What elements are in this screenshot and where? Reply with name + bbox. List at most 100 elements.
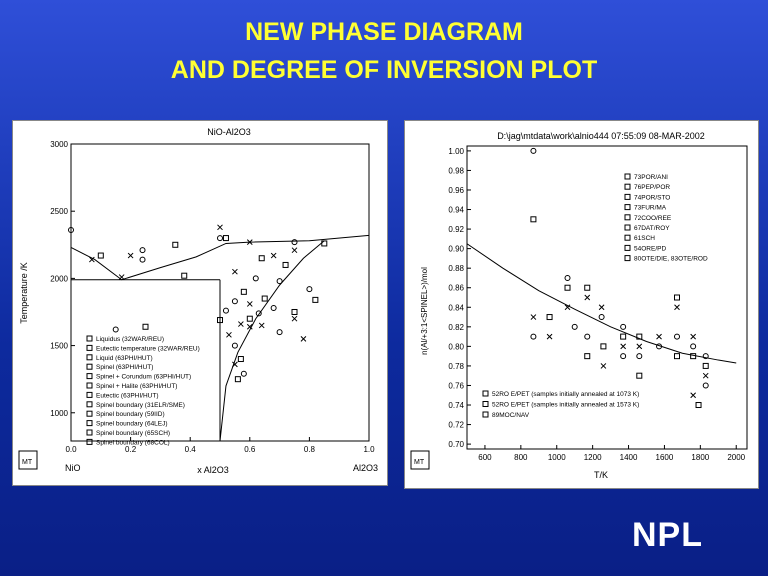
slide-title-line2: AND DEGREE OF INVERSION PLOT <box>170 56 598 84</box>
data-point <box>695 402 702 409</box>
inversion-plot-panel: D:\jag\mtdata\work\alnio444 07:55:09 08-… <box>404 120 759 489</box>
y-tick-label: 0.90 <box>448 245 464 254</box>
y-tick-label: 3000 <box>50 140 68 149</box>
y-tick-label: 0.86 <box>448 284 464 293</box>
legend-marker-icon <box>482 401 489 407</box>
data-point <box>238 321 244 327</box>
legend-marker-icon <box>86 344 93 351</box>
data-point <box>546 314 553 321</box>
legend-entry: 89MOC/NAV <box>492 412 530 419</box>
data-point <box>89 256 95 263</box>
data-point <box>291 247 298 254</box>
data-point <box>636 333 643 340</box>
data-point <box>312 296 319 303</box>
data-point <box>258 322 265 329</box>
data-point <box>564 304 571 311</box>
phase-diagram-panel: NiO-Al2O3 Temperature /K x Al2O3 NiO Al2… <box>12 120 388 486</box>
data-point <box>291 239 298 246</box>
data-point <box>702 353 709 360</box>
data-point <box>139 256 146 263</box>
legend-marker-icon <box>624 173 631 180</box>
data-point <box>636 353 643 360</box>
data-point <box>68 227 74 234</box>
data-point <box>584 284 591 291</box>
legend-marker-icon <box>86 438 93 445</box>
data-point <box>690 343 697 350</box>
y-tick-label: 0.82 <box>448 323 464 332</box>
legend-entry: 67DAT/ROY <box>634 225 670 232</box>
data-point <box>598 304 605 311</box>
legend-entry: 74POR/STO <box>634 194 670 201</box>
y-tick-label: 0.72 <box>448 421 464 430</box>
x-tick-label: 800 <box>514 453 528 462</box>
x-tick-label: 0.4 <box>185 445 197 454</box>
y-tick-label: 2000 <box>50 274 68 283</box>
data-point <box>300 336 307 342</box>
legend-entry: 54ORE/PD <box>634 245 666 252</box>
x-tick-label: 1400 <box>620 453 638 462</box>
y-tick-label: 0.98 <box>448 166 464 175</box>
data-point <box>112 326 119 333</box>
data-point <box>674 353 680 360</box>
svg-text:MT: MT <box>414 459 425 466</box>
data-point <box>598 314 605 321</box>
x-tick-label: 1800 <box>691 453 709 462</box>
data-point <box>530 147 537 154</box>
data-point <box>240 288 247 295</box>
y-axis-label: Temperature /K <box>19 262 29 324</box>
data-point <box>690 353 697 360</box>
data-point <box>584 294 591 301</box>
legend-marker-icon <box>624 255 631 262</box>
y-tick-label: 0.94 <box>448 206 464 215</box>
data-point <box>674 304 680 311</box>
data-point <box>600 343 607 350</box>
data-point <box>276 278 283 285</box>
phase-diagram-chart: NiO-Al2O3 Temperature /K x Al2O3 NiO Al2… <box>18 127 378 475</box>
data-point <box>620 353 627 360</box>
data-point <box>181 272 188 279</box>
x-tick-label: 1200 <box>584 453 602 462</box>
legend-marker-icon <box>482 390 489 397</box>
data-point <box>702 382 709 389</box>
data-point <box>246 323 253 330</box>
chart-title: NiO-Al2O3 <box>207 127 251 137</box>
calculated-curve <box>70 234 370 281</box>
legend-entry: Spinel + Halite (63PHI/HUT) <box>96 383 177 390</box>
data-point <box>584 333 591 340</box>
x-tick-label: 0.0 <box>65 445 77 454</box>
legend-entry: Spinel + Corundum (63PHI/HUT) <box>96 374 191 381</box>
data-point <box>291 315 298 322</box>
y-tick-label: 2500 <box>50 207 68 216</box>
x-axis-label: x Al2O3 <box>197 465 229 475</box>
data-point <box>702 372 709 379</box>
legend-marker-icon <box>624 224 631 231</box>
data-point <box>321 240 328 247</box>
y-tick-label: 0.74 <box>448 401 464 410</box>
y-tick-label: 0.96 <box>448 186 464 195</box>
data-point <box>702 362 709 369</box>
y-tick-label: 0.76 <box>448 381 464 390</box>
data-point <box>674 333 680 340</box>
data-point <box>222 307 229 314</box>
mtdata-logo-icon: MT <box>410 450 430 470</box>
data-point <box>620 343 627 350</box>
inversion-chart: D:\jag\mtdata\work\alnio444 07:55:09 08-… <box>410 131 748 480</box>
y-tick-label: 0.70 <box>448 440 464 449</box>
data-point <box>564 274 571 281</box>
legend-marker-icon <box>624 234 631 241</box>
data-point <box>636 343 643 350</box>
legend-entry: Eutectic temperature (32WAR/REU) <box>96 345 200 352</box>
x-tick-label: 0.8 <box>304 445 316 454</box>
data-point <box>530 333 537 340</box>
y-tick-label: 1000 <box>50 409 68 418</box>
data-point <box>142 323 149 330</box>
data-point <box>306 286 313 293</box>
npl-logo: NPL <box>632 516 703 554</box>
data-point <box>252 275 259 282</box>
y-tick-label: 0.78 <box>448 362 464 371</box>
x-tick-label: 1000 <box>548 453 566 462</box>
mtdata-logo-icon: MT <box>18 450 38 470</box>
data-point <box>620 323 627 330</box>
data-point <box>530 314 537 320</box>
legend-marker-icon <box>86 382 93 389</box>
